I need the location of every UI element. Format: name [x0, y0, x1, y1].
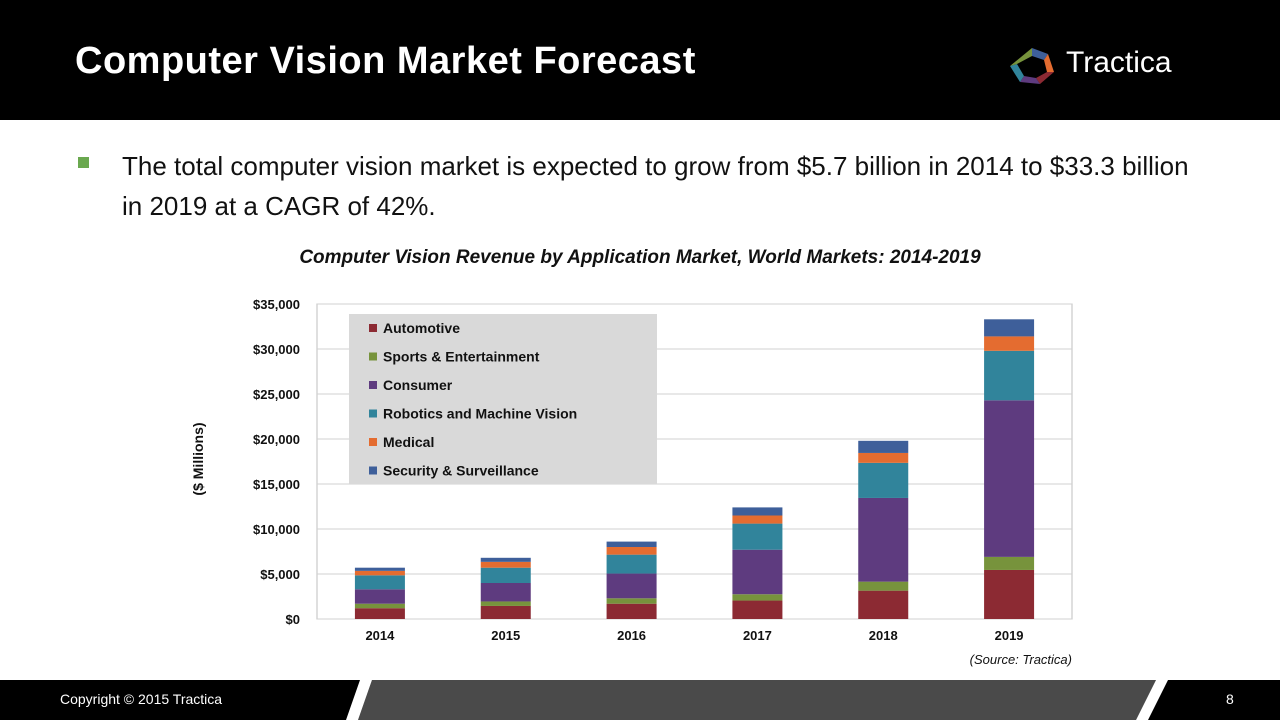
bar-segment	[354, 603, 405, 609]
bar-segment	[606, 603, 657, 619]
y-tick-label: $10,000	[253, 522, 300, 537]
bar-segment	[984, 400, 1035, 557]
x-tick-label: 2014	[365, 628, 395, 643]
bar-segment	[480, 567, 531, 583]
bars-layer	[354, 319, 1035, 619]
bar-segment	[858, 452, 909, 463]
y-tick-label: $35,000	[253, 297, 300, 312]
bar-segment	[858, 497, 909, 582]
stacked-bar-chart: $0 $5,000 $10,000 $15,000 $20,000 $25,000 $30,…	[190, 297, 1073, 667]
legend-swatch	[369, 409, 377, 418]
y-tick-label: $25,000	[253, 387, 300, 402]
header-bar	[0, 0, 1280, 120]
bar-segment	[606, 541, 657, 547]
legend-swatch	[369, 438, 377, 446]
legend-label: Consumer	[383, 377, 453, 393]
bar-segment	[732, 515, 783, 524]
bar-segment	[858, 581, 909, 591]
legend-label: Robotics and Machine Vision	[383, 406, 577, 422]
bullet-marker	[78, 157, 89, 168]
x-tick-label: 2015	[491, 628, 520, 643]
legend-label: Automotive	[383, 320, 460, 336]
bar-segment	[858, 462, 909, 498]
bar-segment	[354, 608, 405, 619]
y-tick-label: $5,000	[260, 567, 300, 582]
legend-box	[349, 314, 657, 484]
axis-layer: $0 $5,000 $10,000 $15,000 $20,000 $25,000 $30,…	[253, 297, 1024, 643]
bar-segment	[354, 589, 405, 604]
footer-decoration	[346, 680, 1168, 720]
bar-segment	[480, 601, 531, 606]
legend-label: Medical	[383, 434, 434, 450]
summary-bullet-text: The total computer vision market is expe…	[122, 151, 1189, 221]
legend-label: Sports & Entertainment	[383, 349, 540, 365]
page-number: 8	[1226, 691, 1234, 707]
tractica-logo: Tractica	[1004, 42, 1224, 90]
bar-segment	[858, 590, 909, 619]
legend: Automotive Sports & Entertainment Consumer…	[349, 314, 657, 484]
bar-segment	[984, 336, 1035, 351]
bar-segment	[984, 319, 1035, 337]
x-tick-label: 2016	[617, 628, 646, 643]
y-tick-label: $30,000	[253, 342, 300, 357]
bar-segment	[606, 554, 657, 574]
copyright-text: Copyright © 2015 Tractica	[60, 691, 223, 707]
bar-segment	[732, 600, 783, 619]
bar-segment	[354, 570, 405, 576]
source-note: (Source: Tractica)	[970, 652, 1072, 667]
bar-segment	[732, 523, 783, 550]
bar-segment	[480, 557, 531, 562]
legend-swatch	[369, 324, 377, 332]
chart-title: Computer Vision Revenue by Application M…	[299, 247, 981, 268]
legend-swatch	[369, 352, 377, 361]
legend-swatch	[369, 466, 377, 475]
bar-segment	[858, 440, 909, 453]
y-axis-label: ($ Millions)	[190, 422, 206, 495]
y-tick-label: $15,000	[253, 477, 300, 492]
bar-segment	[480, 561, 531, 568]
tractica-logo-icon	[1010, 48, 1054, 84]
page-title: Computer Vision Market Forecast	[75, 40, 696, 82]
legend-swatch	[369, 381, 377, 389]
y-tick-label: $0	[286, 612, 300, 627]
bar-segment	[984, 556, 1035, 570]
legend-label: Security & Surveillance	[383, 463, 539, 479]
logo-text: Tractica	[1066, 46, 1172, 79]
bar-segment	[606, 547, 657, 555]
bar-segment	[480, 583, 531, 602]
bar-segment	[732, 549, 783, 595]
bar-segment	[984, 350, 1035, 401]
bar-segment	[480, 605, 531, 619]
bar-segment	[606, 598, 657, 604]
bar-segment	[606, 573, 657, 599]
x-tick-label: 2017	[743, 628, 772, 643]
x-tick-label: 2018	[869, 628, 898, 643]
x-tick-label: 2019	[995, 628, 1024, 643]
bar-segment	[732, 594, 783, 601]
bar-segment	[354, 575, 405, 590]
bar-segment	[354, 567, 405, 571]
bar-segment	[984, 569, 1035, 619]
y-tick-label: $20,000	[253, 432, 300, 447]
bar-segment	[732, 507, 783, 516]
